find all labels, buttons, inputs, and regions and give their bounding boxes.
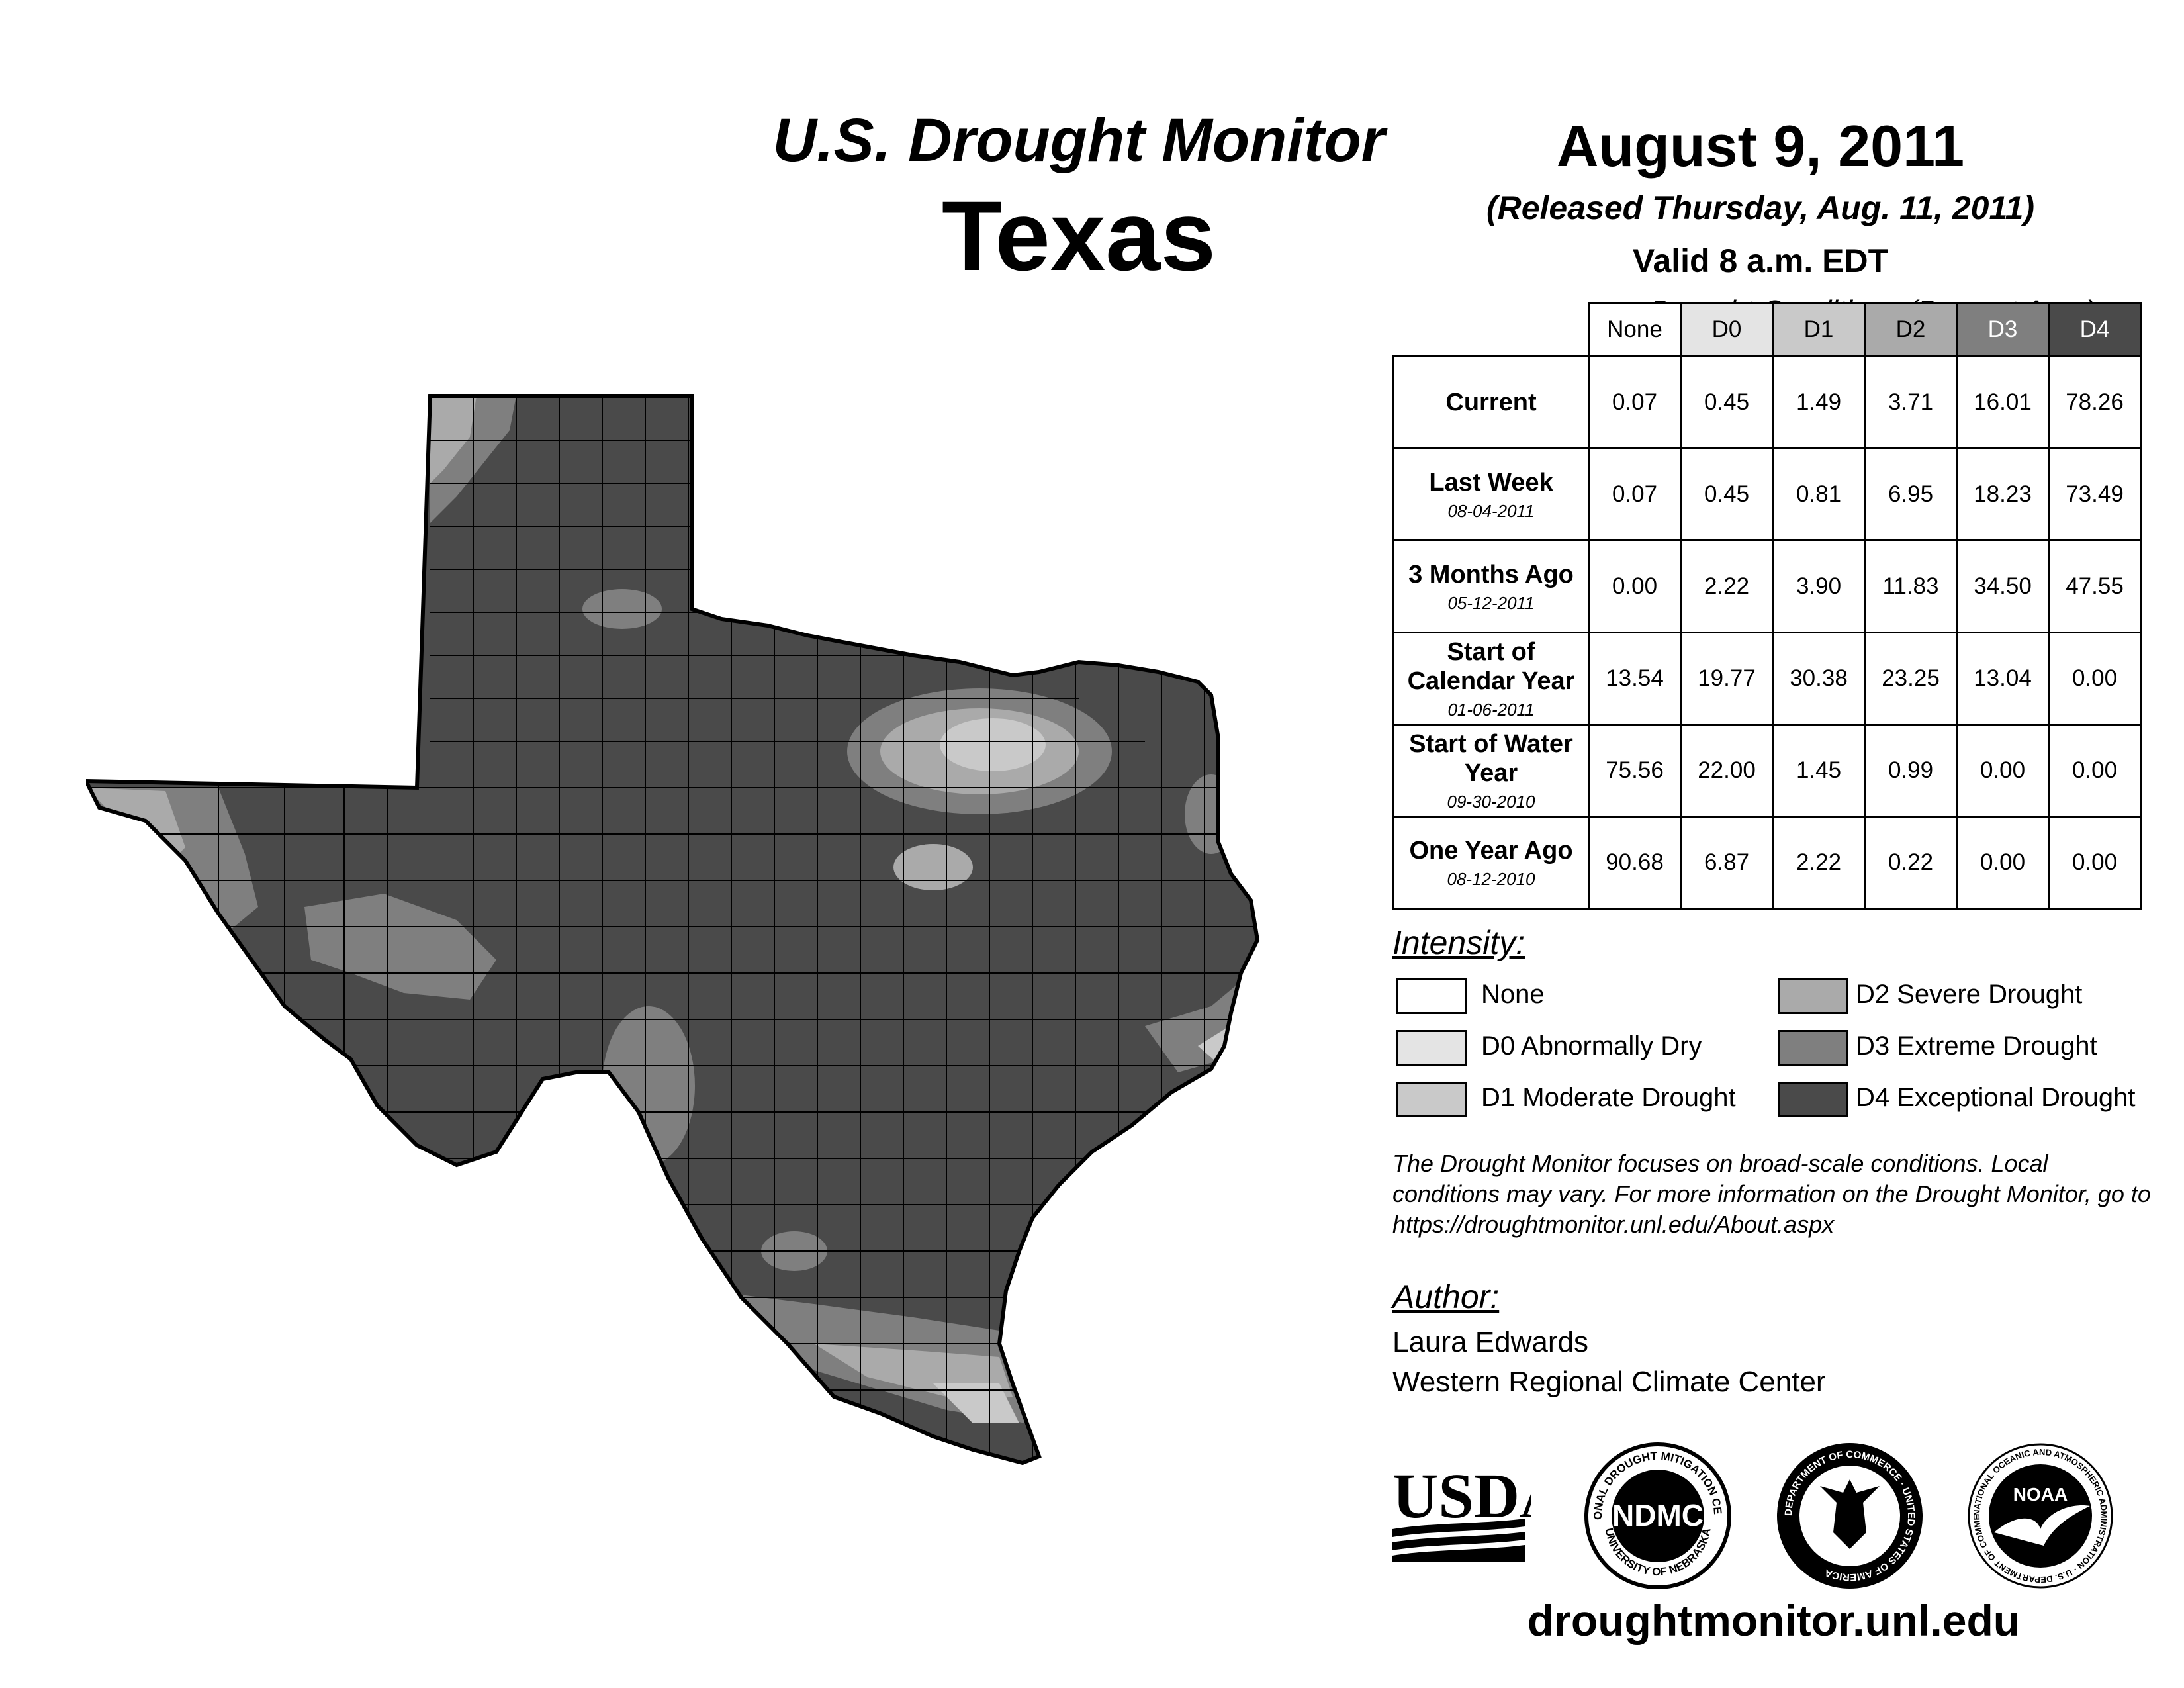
table-cell: 0.99 [1864,724,1958,818]
author-organization: Western Regional Climate Center [1392,1366,1826,1398]
legend-label-d0: D0 Abnormally Dry [1481,1031,1702,1060]
d3-region-edwards [602,1006,695,1165]
svg-text:NOAA: NOAA [2013,1484,2068,1505]
valid-time: Valid 8 a.m. EDT [1632,242,1889,279]
table-cell: 0.81 [1772,447,1866,541]
table-cell: 1.49 [1772,355,1866,449]
table-cell: 0.00 [1956,816,2050,910]
row-label: One Year Ago 08-12-2010 [1392,816,1590,910]
col-header: None [1588,302,1682,357]
row-label: 3 Months Ago 05-12-2011 [1392,539,1590,633]
texas-drought-map [86,391,1291,1542]
table-cell: 1.45 [1772,724,1866,818]
table-cell: 3.71 [1864,355,1958,449]
table-cell: 34.50 [1956,539,2050,633]
noaa-logo: NATIONAL OCEANIC AND ATMOSPHERIC ADMINIS… [1964,1440,2113,1589]
ndmc-logo: NATIONAL DROUGHT MITIGATION CENTER UNIVE… [1582,1440,1731,1589]
table-row: One Year Ago 08-12-2010 90.68 6.87 2.22 0… [1392,816,2142,910]
disclaimer-note: The Drought Monitor focuses on broad-sca… [1392,1150,2151,1238]
table-cell: 73.49 [2048,447,2142,541]
legend-label-d3: D3 Extreme Drought [1856,1031,2097,1060]
d3-region-red-river [582,589,662,629]
legend-swatch-none [1396,978,1467,1014]
website-url[interactable]: droughtmonitor.unl.edu [1527,1596,2021,1645]
row-label: Current [1392,355,1590,449]
table-cell: 18.23 [1956,447,2050,541]
table-row: Start of Calendar Year 01-06-2011 13.54 1… [1392,632,2142,726]
table-cell: 19.77 [1680,632,1774,726]
d1-region-north-central [940,718,1046,771]
table-row: Current 0.07 0.45 1.49 3.71 16.01 78.26 [1392,355,2142,449]
table-cell: 16.01 [1956,355,2050,449]
state-title: Texas [941,180,1216,291]
legend-title: Intensity: [1392,924,1525,961]
row-label: Start of Calendar Year 01-06-2011 [1392,632,1590,726]
table-header-row: None D0 D1 D2 D3 D4 [1393,302,2142,357]
table-cell: 30.38 [1772,632,1866,726]
col-header: D1 [1772,302,1866,357]
col-header: D0 [1680,302,1774,357]
map-date: August 9, 2011 [1556,113,1965,179]
table-cell: 6.87 [1680,816,1774,910]
table-row: 3 Months Ago 05-12-2011 0.00 2.22 3.90 11… [1392,539,2142,633]
table-row: Last Week 08-04-2011 0.07 0.45 0.81 6.95 … [1392,447,2142,541]
table-cell: 0.00 [2048,724,2142,818]
table-cell: 11.83 [1864,539,1958,633]
col-header: D3 [1956,302,2050,357]
legend-label-d4: D4 Exceptional Drought [1856,1083,2136,1112]
table-row: Start of Water Year 09-30-2010 75.56 22.0… [1392,724,2142,818]
table-cell: 2.22 [1772,816,1866,910]
author-heading: Author: [1392,1278,1500,1315]
legend-label-d2: D2 Severe Drought [1856,980,2083,1009]
table-cell: 22.00 [1680,724,1774,818]
table-cell: 78.26 [2048,355,2142,449]
release-date: (Released Thursday, Aug. 11, 2011) [1486,189,2035,226]
table-cell: 13.04 [1956,632,2050,726]
table-cell: 13.54 [1588,632,1682,726]
eagle-icon [1820,1479,1880,1549]
department-of-commerce-seal: DEPARTMENT OF COMMERCE · UNITED STATES O… [1777,1443,1923,1589]
table-cell: 0.07 [1588,447,1682,541]
author-name: Laura Edwards [1392,1326,1588,1358]
table-corner [1393,303,1590,357]
table-cell: 75.56 [1588,724,1682,818]
seagull-icon [1994,1505,2090,1546]
d2-region-hill-country [893,844,973,890]
col-header: D4 [2048,302,2142,357]
table-cell: 0.00 [2048,632,2142,726]
row-label: Start of Water Year 09-30-2010 [1392,724,1590,818]
table-cell: 6.95 [1864,447,1958,541]
legend-swatch-d4 [1778,1082,1848,1117]
table-cell: 0.45 [1680,447,1774,541]
table-cell: 47.55 [2048,539,2142,633]
table-cell: 0.45 [1680,355,1774,449]
drought-conditions-table: None D0 D1 D2 D3 D4 Current 0.07 0.45 1.… [1392,302,2142,910]
table-cell: 0.00 [1588,539,1682,633]
table-cell: 0.22 [1864,816,1958,910]
col-header: D2 [1864,302,1958,357]
table-cell: 0.00 [1956,724,2050,818]
legend-swatch-d0 [1396,1030,1467,1066]
product-subtitle: U.S. Drought Monitor [772,107,1385,174]
legend-swatch-d3 [1778,1030,1848,1066]
d1-region-lower-valley [933,1383,1019,1423]
table-cell: 2.22 [1680,539,1774,633]
table-cell: 90.68 [1588,816,1682,910]
svg-text:USDA: USDA [1392,1463,1531,1531]
svg-text:NDMC: NDMC [1612,1498,1704,1532]
usda-logo: USDA [1392,1463,1531,1562]
legend-swatch-d1 [1396,1082,1467,1117]
table-cell: 0.07 [1588,355,1682,449]
legend-label-none: None [1481,980,1545,1009]
legend-label-d1: D1 Moderate Drought [1481,1083,1736,1112]
d3-region-east-texas [1185,774,1238,854]
legend-swatch-d2 [1778,978,1848,1014]
table-cell: 3.90 [1772,539,1866,633]
table-cell: 0.00 [2048,816,2142,910]
row-label: Last Week 08-04-2011 [1392,447,1590,541]
table-cell: 23.25 [1864,632,1958,726]
